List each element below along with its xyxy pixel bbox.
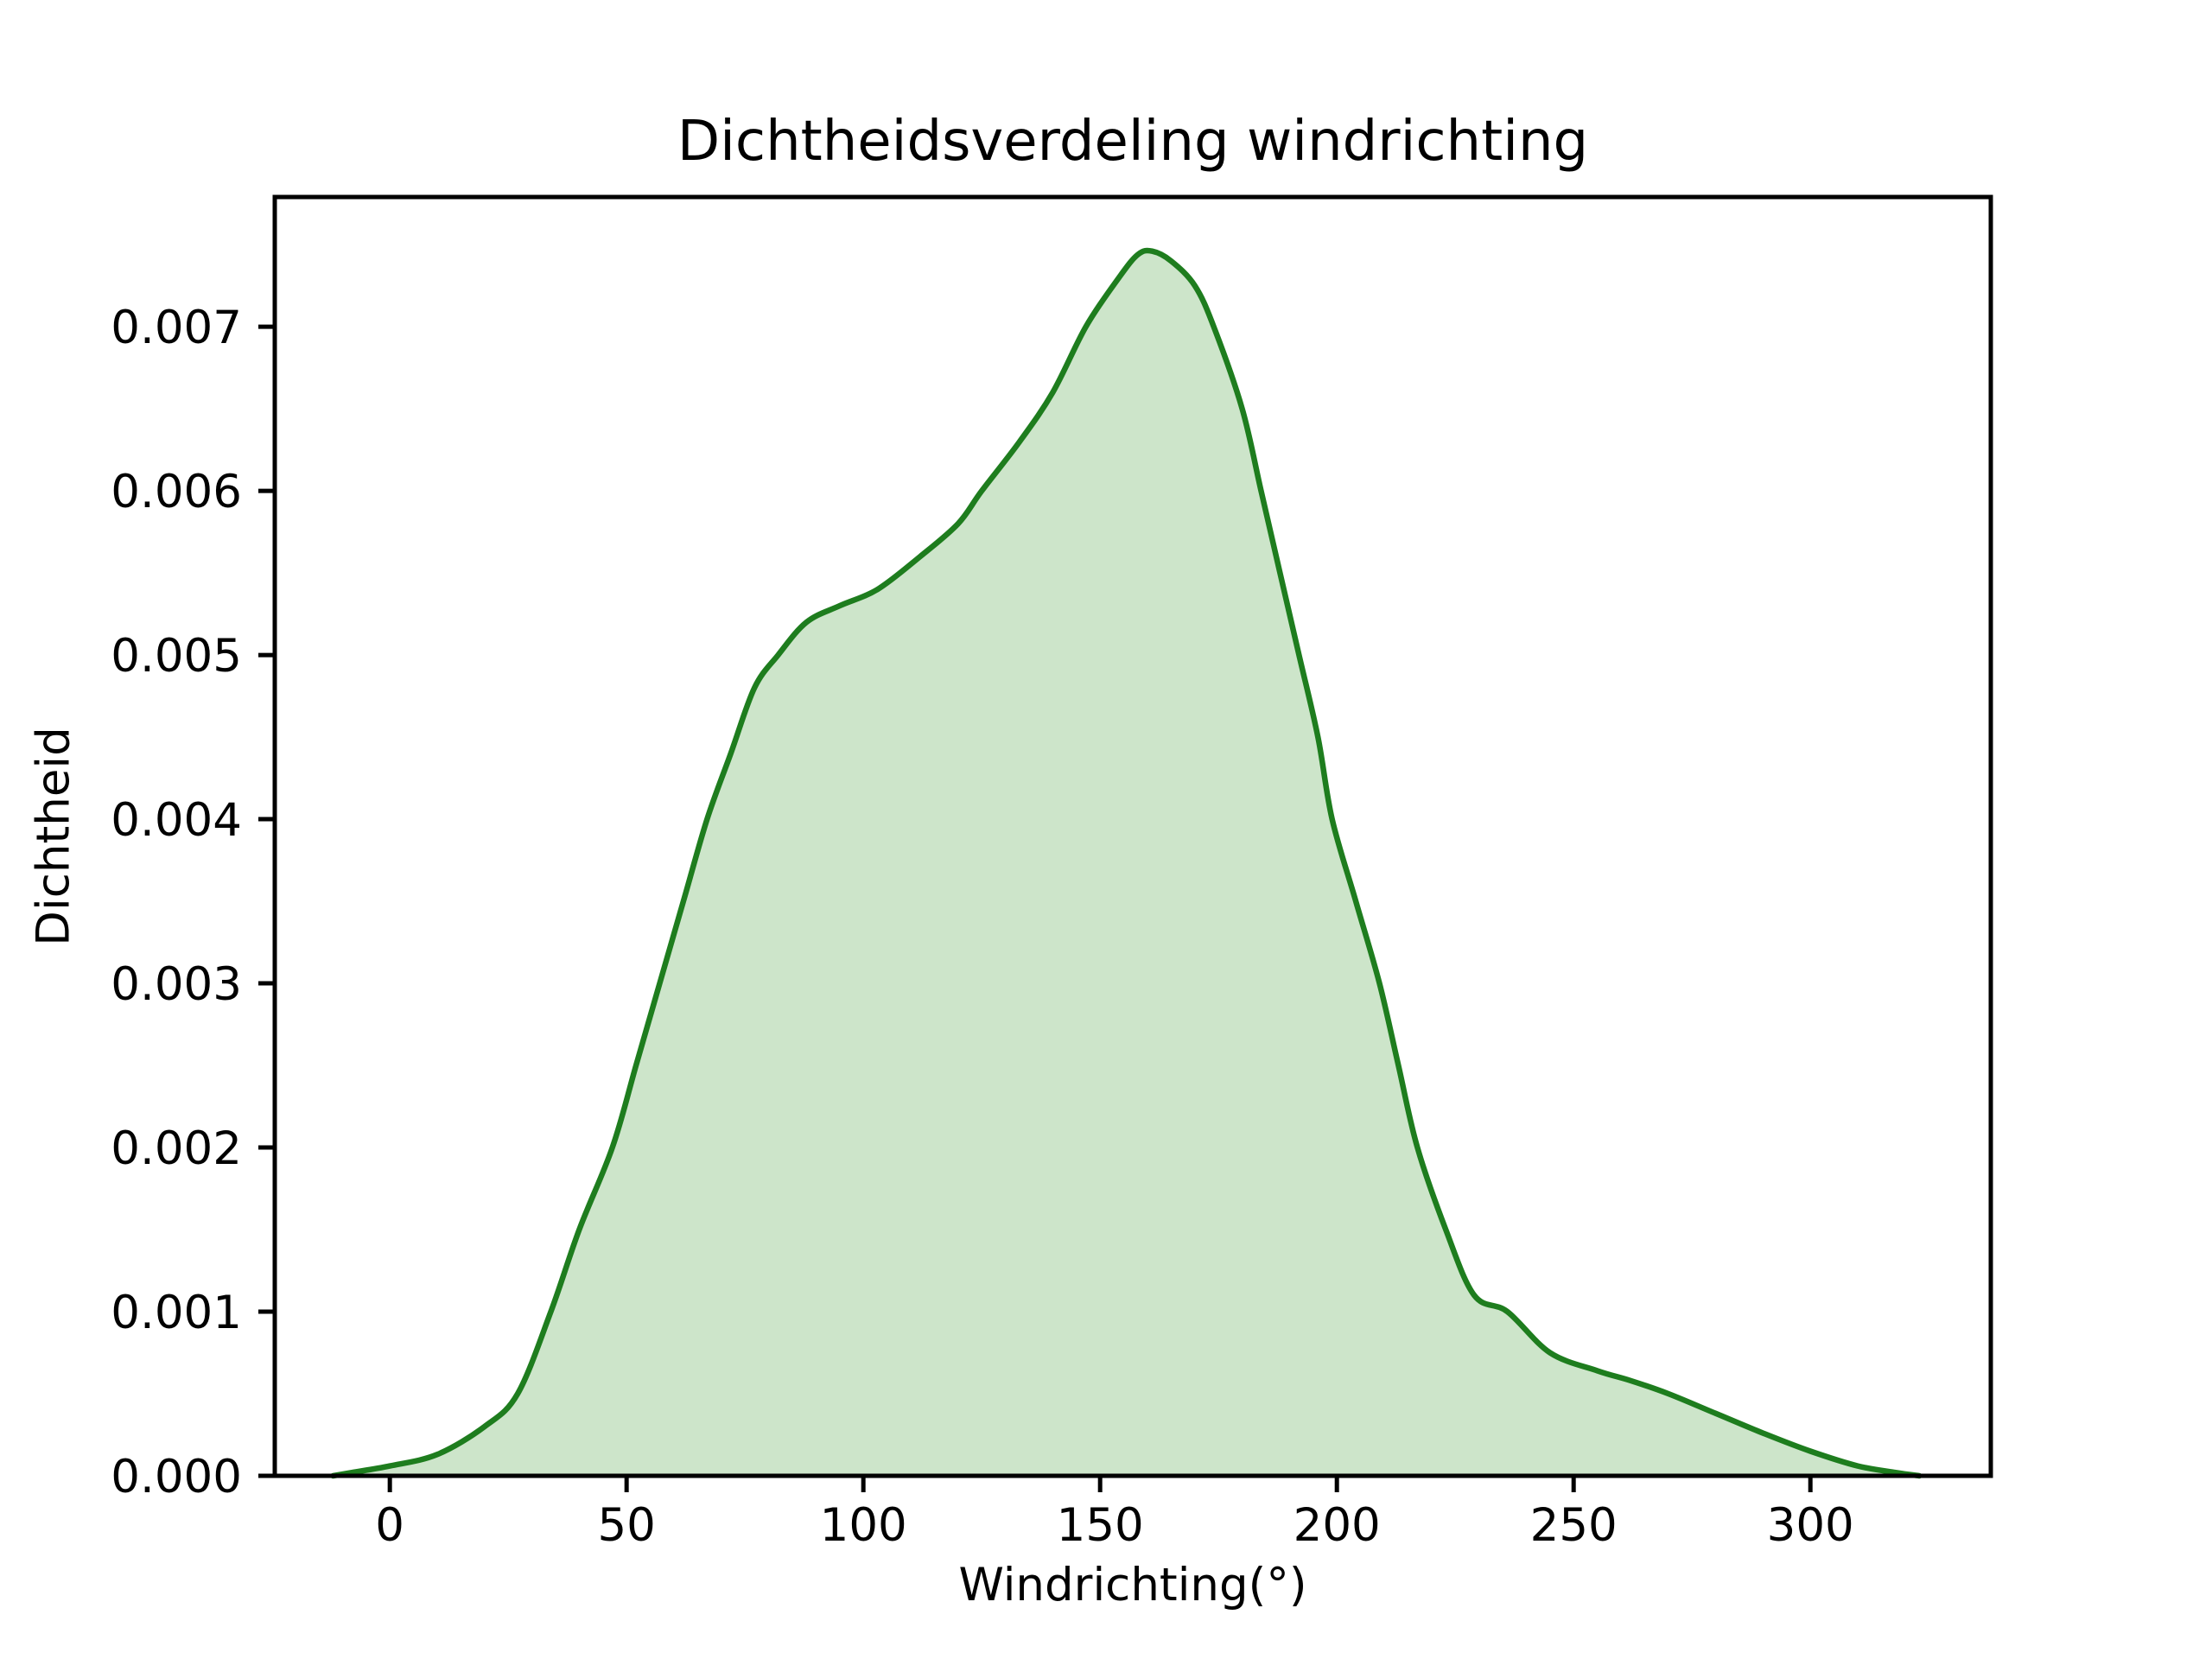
kde-density-curve	[330, 247, 1923, 1479]
y-axis-label: Dichtheid	[27, 727, 80, 946]
y-tick-label: 0.001	[111, 1287, 242, 1339]
x-tick-label: 200	[1294, 1499, 1381, 1552]
x-tick-label: 50	[597, 1499, 655, 1552]
x-tick-label: 250	[1530, 1499, 1618, 1552]
y-tick-label: 0.005	[111, 630, 242, 683]
y-tick-label: 0.003	[111, 958, 242, 1011]
y-axis-ticks: 0.000 0.001 0.002 0.003 0.004 0.005 0.006 0.007	[111, 302, 275, 1503]
plot-area: 0 50 100 150 200 250 300 0.0000.0010.0020.0030…	[111, 194, 1993, 1552]
y-tick-label: 0.004	[111, 794, 242, 847]
y-tick-label: 0.000	[111, 1451, 242, 1503]
axes-spines	[272, 194, 1993, 1478]
y-tick-label: 0.002	[111, 1122, 242, 1175]
x-axis-label: Windrichting(°)	[958, 1559, 1307, 1611]
x-tick-label: 100	[820, 1499, 907, 1552]
y-tick-label: 0.006	[111, 466, 242, 518]
x-tick-label: 0	[375, 1499, 404, 1552]
x-tick-label: 300	[1767, 1499, 1854, 1552]
x-axis-ticks: 0 50 100 150 200 250 300	[375, 1476, 1854, 1552]
y-tick-label: 0.007	[111, 302, 242, 354]
x-tick-label: 150	[1057, 1499, 1144, 1552]
chart-title: Dichtheidsverdeling windrichting	[677, 110, 1589, 174]
